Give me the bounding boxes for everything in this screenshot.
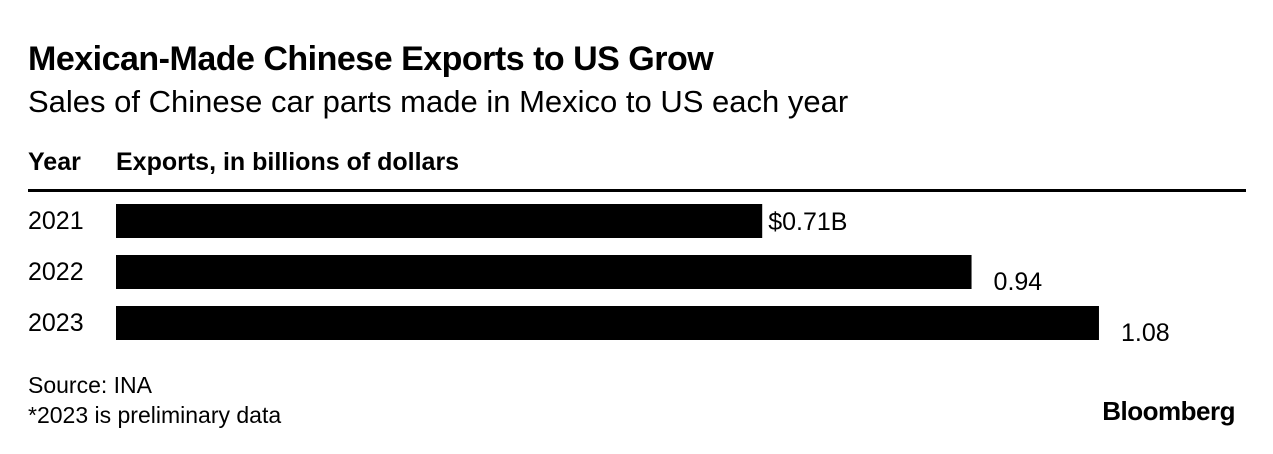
year-label-2023: 2023 bbox=[28, 309, 84, 337]
header-rule bbox=[28, 189, 1246, 192]
value-label-2022: 0.94 bbox=[994, 268, 1043, 296]
bar-2022 bbox=[116, 255, 972, 289]
bloomberg-logo: Bloomberg bbox=[1102, 396, 1235, 426]
source-note: Source: INA bbox=[28, 372, 152, 398]
value-label-2023: 1.08 bbox=[1121, 319, 1170, 347]
year-label-2022: 2022 bbox=[28, 258, 84, 286]
year-label-2021: 2021 bbox=[28, 207, 84, 235]
value-label-2021: $0.71B bbox=[768, 208, 847, 236]
preliminary-note: *2023 is preliminary data bbox=[28, 402, 282, 428]
chart-subtitle: Sales of Chinese car parts made in Mexic… bbox=[28, 84, 849, 119]
chart-title: Mexican-Made Chinese Exports to US Grow bbox=[28, 40, 714, 78]
bar-2023 bbox=[116, 306, 1099, 340]
exports-column-header: Exports, in billions of dollars bbox=[116, 148, 460, 176]
year-column-header: Year bbox=[28, 148, 81, 176]
bar-2021 bbox=[116, 204, 763, 238]
